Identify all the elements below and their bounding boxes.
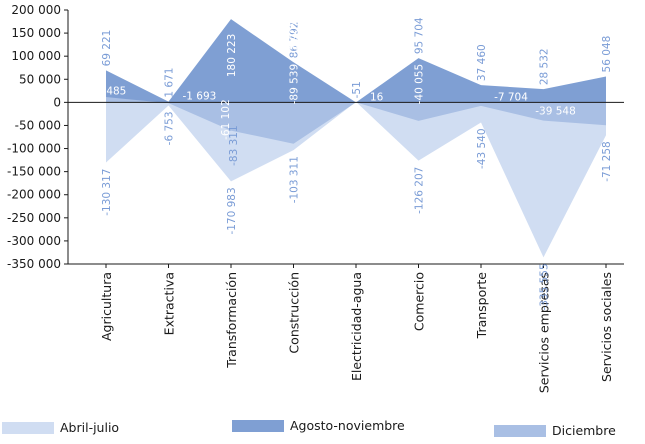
x-tick-label: Electricidad-agua	[349, 272, 364, 381]
data-label-abril-julio: -170 983	[226, 187, 238, 234]
data-label-extra: -3 907	[289, 21, 301, 55]
y-tick-label: 50 000	[19, 72, 61, 86]
y-tick-label: 100 000	[11, 49, 61, 63]
data-label-abril-julio: -6 753	[164, 111, 176, 145]
data-label-diciembre: -39 548	[535, 105, 576, 117]
x-tick-label: Construcción	[287, 272, 302, 354]
data-label-agosto-noviembre: 86 792	[289, 22, 301, 59]
data-labels: -130 317 -6 753 -170 983 -103 311 933 -126 20…	[90, 17, 645, 310]
y-tick-label: 0	[53, 95, 61, 109]
data-label-diciembre: 11 485	[90, 85, 127, 97]
data-label-diciembre: -49 680	[608, 115, 645, 127]
data-label-abril-julio: -43 540	[476, 128, 488, 169]
chart-axes: 200 000 150 000 100 000 50 000 0 -50 000 -100 …	[7, 3, 624, 393]
data-label-agosto-noviembre: 28 532	[539, 48, 551, 85]
x-tick-label: Transformación	[224, 272, 239, 369]
y-tick-label: -200 000	[7, 188, 61, 202]
y-tick-label: -150 000	[7, 165, 61, 179]
data-label-abril-julio: -126 207	[414, 167, 426, 214]
x-tick-label: Transporte	[474, 272, 489, 340]
data-label-agosto-noviembre: 69 221	[101, 30, 113, 67]
data-label-agosto-noviembre: 37 460	[476, 44, 488, 81]
x-tick-label: Comercio	[412, 272, 427, 331]
y-tick-label: -250 000	[7, 211, 61, 225]
x-tick-label: Servicios sociales	[599, 272, 614, 382]
y-tick-label: -50 000	[15, 118, 61, 132]
data-label-extra: -83 311	[228, 125, 240, 166]
y-tick-label: -350 000	[7, 257, 61, 271]
data-label-abril-julio: -335 555	[539, 263, 551, 310]
data-label-agosto-noviembre: 1 671	[164, 68, 176, 98]
data-label-diciembre: 16	[370, 91, 384, 103]
series-area-0	[106, 101, 606, 258]
chart-areas	[106, 19, 606, 258]
y-tick-label: -300 000	[7, 234, 61, 248]
data-label-diciembre: -40 055	[414, 64, 426, 105]
data-label-abril-julio: -103 311	[289, 156, 301, 203]
data-label-diciembre: -1 693	[183, 90, 217, 102]
y-tick-label: -100 000	[7, 142, 61, 156]
data-label-agosto-noviembre: 180 223	[226, 34, 238, 77]
data-label-agosto-noviembre: 95 704	[414, 17, 426, 54]
data-label-diciembre: -89 539	[289, 64, 301, 105]
data-label-diciembre: -61 102	[220, 99, 232, 140]
series-area-2	[106, 97, 606, 144]
y-tick-label: 200 000	[11, 3, 61, 17]
x-tick-label: Agricultura	[99, 272, 114, 341]
data-label-abril-julio: -71 258	[601, 141, 613, 182]
series-area-1	[106, 19, 606, 103]
data-label-agosto-noviembre: -51	[351, 81, 363, 98]
data-label-abril-julio: 933	[351, 128, 363, 148]
data-label-agosto-noviembre: 56 048	[601, 36, 613, 73]
x-tick-label: Extractiva	[162, 272, 177, 335]
data-label-diciembre: -7 704	[494, 91, 528, 103]
data-label-abril-julio: -130 317	[101, 169, 113, 216]
y-tick-label: 150 000	[11, 26, 61, 40]
x-tick-label: Servicios empresas	[537, 272, 552, 393]
